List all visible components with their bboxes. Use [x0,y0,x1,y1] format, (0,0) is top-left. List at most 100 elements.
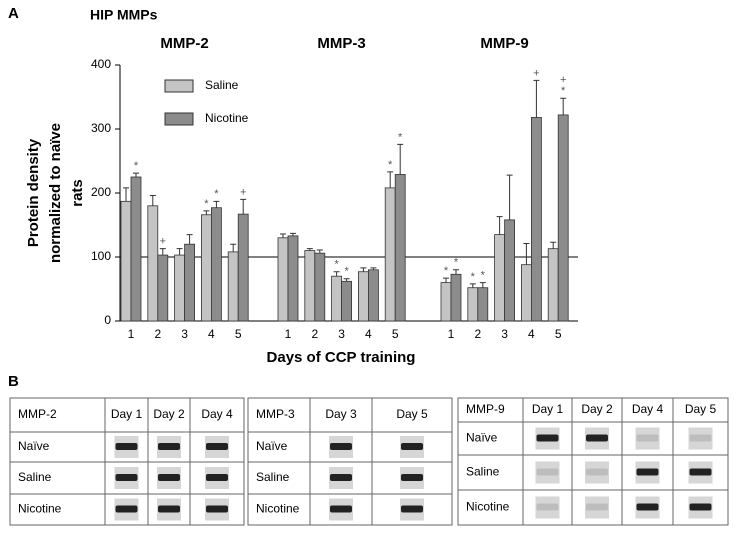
bar [557,114,569,322]
blot-band [636,468,659,476]
blot-band [330,474,352,481]
blot-band [206,505,228,513]
error-bar [397,143,404,175]
x-tick-label: 1 [448,327,455,341]
error-bar [280,233,286,238]
significance-marker: * [454,257,459,269]
table-row-label: Saline [466,465,500,479]
significance-marker: * [481,270,486,282]
significance-marker: * [134,160,139,172]
error-bar [123,187,129,202]
x-tick-label: 5 [555,327,562,341]
blot-band [206,474,228,481]
table-header: Day 2 [153,407,185,421]
y-axis-label: normalized to naïve [47,123,64,263]
error-bar [496,216,503,235]
error-bar [479,282,486,288]
bar [120,200,132,322]
error-bar [560,97,567,115]
panel-title: MMP-9 [480,35,528,52]
table-row-label: Saline [256,470,290,484]
table-header: MMP-2 [18,407,57,421]
significance-marker: + [160,236,166,248]
table-header: Day 2 [581,402,613,416]
error-bar [360,267,367,272]
significance-marker: * [444,265,449,277]
bar [184,243,196,322]
bar [394,174,406,322]
legend-label: Saline [205,78,239,92]
bar [384,187,396,322]
x-tick-label: 2 [474,327,481,341]
error-bar [133,172,139,177]
bar [200,214,212,322]
error-bar [533,79,540,118]
x-tick-label: 3 [501,327,508,341]
panel-label: B [8,373,19,390]
bar [521,264,532,322]
blot-band [158,474,180,481]
table-header: Day 1 [532,402,564,416]
x-tick-label: 5 [235,327,242,341]
y-axis-label: rats [69,179,86,207]
blot-band [536,468,559,476]
error-bar [230,243,237,252]
x-tick-label: 1 [285,327,292,341]
bar [130,176,142,322]
error-bar [387,171,394,188]
blot-band [115,443,138,450]
blot-band [586,434,608,442]
blot-band [115,505,138,513]
blot-band [401,474,423,481]
blot-band [158,443,180,450]
table-frame [457,397,729,526]
table-header: Day 1 [111,407,143,421]
chart-title: HIP MMPs [90,7,158,23]
blot-band [689,468,712,476]
bar [331,275,343,322]
error-bar [443,277,449,283]
x-tick-label: 3 [181,327,188,341]
error-bar [176,248,183,256]
blot-band [689,503,712,511]
blot-band [636,503,659,511]
error-bar [506,174,513,220]
error-bar [453,269,459,275]
bar [287,235,299,322]
blot-band [330,443,352,450]
bar [237,213,249,322]
bar [467,287,479,322]
blot-band [536,503,559,511]
significance-marker: * [388,159,393,171]
bar [494,234,506,322]
blot-band [401,505,423,513]
blot-band [586,503,608,511]
y-tick-label: 300 [91,121,111,135]
bar [277,237,289,322]
panel-label: A [8,5,19,22]
legend-swatch [164,112,194,126]
table-row-label: Naïve [18,439,50,453]
x-tick-label: 3 [338,327,345,341]
y-axis-label: Protein density [25,138,42,247]
significance-marker: * [334,259,339,271]
table-row-label: Nicotine [466,500,510,514]
significance-marker: + [533,67,539,79]
y-tick-label: 100 [91,249,111,263]
x-tick-label: 2 [311,327,318,341]
error-bar [290,232,296,236]
significance-marker: * [344,266,349,278]
table-header: MMP-9 [466,402,505,416]
blot-band [536,434,559,442]
table-row-label: Naïve [466,431,498,445]
x-tick-label: 5 [392,327,399,341]
table-row-label: Nicotine [256,502,300,516]
error-bar [343,278,350,282]
blot-band [689,434,712,442]
bar [147,205,159,322]
blot-band [115,474,138,481]
error-bar [523,243,530,265]
error-bar [203,210,210,215]
bar [531,117,542,322]
